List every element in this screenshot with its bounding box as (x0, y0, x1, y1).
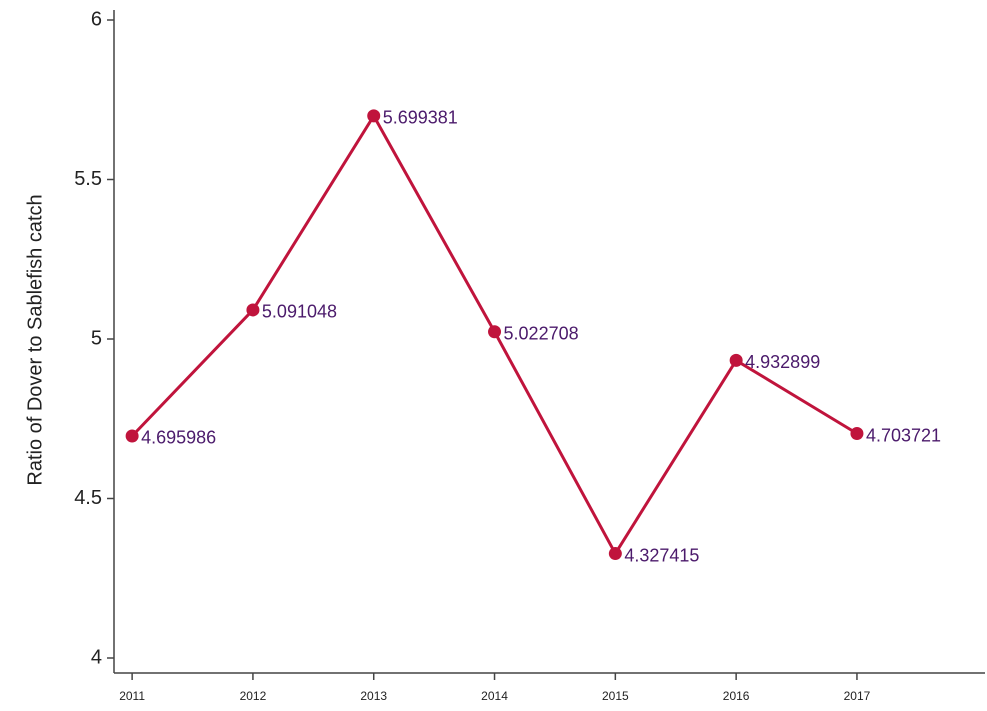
x-tick-label: 2017 (844, 689, 871, 703)
point (608, 547, 622, 561)
x-tick-label: 2012 (240, 689, 267, 703)
data-label: 5.699381 (383, 108, 458, 128)
y-tick-label: 5 (91, 327, 102, 349)
x-tick-label: 2011 (119, 689, 145, 703)
data-label: 4.695986 (141, 428, 216, 448)
point (850, 427, 864, 441)
data-label: 5.022708 (504, 324, 579, 344)
x-tick-label: 2014 (481, 689, 508, 703)
y-tick-label: 5.5 (74, 168, 102, 190)
data-label: 4.932899 (745, 352, 820, 372)
point (729, 353, 743, 367)
x-tick-label: 2013 (360, 689, 387, 703)
y-tick-label: 6 (91, 8, 102, 30)
point (125, 429, 139, 443)
point (367, 109, 381, 123)
y-axis-label: Ratio of Dover to Sablefish catch (24, 194, 46, 485)
point (246, 303, 260, 317)
x-tick-label: 2016 (723, 689, 750, 703)
data-label: 4.703721 (866, 425, 941, 445)
data-label: 4.327415 (624, 545, 699, 565)
y-tick-label: 4.5 (74, 487, 102, 509)
data-label: 5.091048 (262, 302, 337, 322)
y-tick-label: 4 (91, 646, 102, 668)
x-tick-label: 2015 (602, 689, 629, 703)
point (488, 325, 502, 339)
